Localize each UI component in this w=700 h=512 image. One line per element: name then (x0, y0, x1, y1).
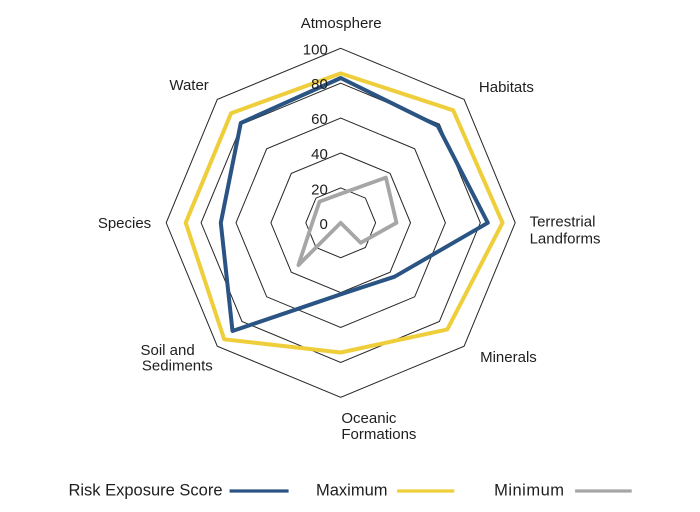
svg-text:100: 100 (303, 41, 328, 58)
svg-text:0: 0 (319, 216, 327, 233)
svg-text:Risk Exposure Score: Risk Exposure Score (68, 482, 222, 500)
svg-text:Habitats: Habitats (479, 79, 534, 96)
svg-text:Soil and: Soil and (140, 342, 194, 359)
svg-text:Landforms: Landforms (530, 231, 601, 248)
svg-text:20: 20 (311, 182, 328, 199)
svg-text:Minimum: Minimum (494, 482, 564, 500)
svg-text:Oceanic: Oceanic (341, 410, 397, 427)
svg-text:60: 60 (311, 111, 328, 128)
svg-text:Atmosphere: Atmosphere (301, 15, 382, 32)
svg-text:Maximum: Maximum (316, 482, 388, 500)
svg-text:Sediments: Sediments (142, 358, 213, 375)
svg-text:Water: Water (169, 77, 208, 94)
svg-text:80: 80 (311, 76, 328, 93)
svg-text:Terrestrial: Terrestrial (530, 214, 596, 231)
svg-text:Species: Species (98, 215, 151, 232)
svg-text:40: 40 (311, 146, 328, 163)
svg-text:Minerals: Minerals (480, 349, 537, 366)
svg-text:Formations: Formations (341, 426, 416, 443)
